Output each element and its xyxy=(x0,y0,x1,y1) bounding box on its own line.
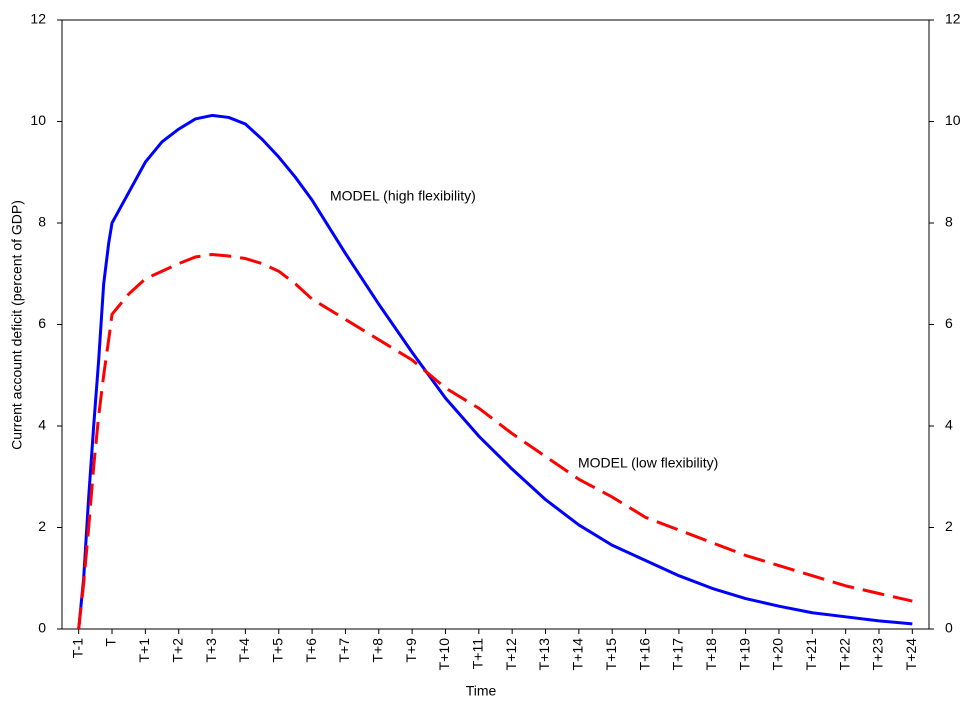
x-tick-label: T+16 xyxy=(636,638,652,671)
y2-tick-label: 4 xyxy=(945,417,953,433)
annotation: MODEL (high flexibility) xyxy=(330,188,476,204)
x-tick-label: T+20 xyxy=(770,638,786,671)
x-tick-label: T+3 xyxy=(203,638,219,663)
x-tick-label: T+17 xyxy=(670,638,686,671)
x-tick-label: T+18 xyxy=(703,638,719,671)
x-tick-label: T+23 xyxy=(870,638,886,671)
x-tick-label: T+10 xyxy=(436,638,452,671)
x-tick-label: T-1 xyxy=(69,638,85,658)
x-tick-label: T+9 xyxy=(403,638,419,663)
x-axis-title: Time xyxy=(466,683,497,699)
y-tick-label: 4 xyxy=(38,417,46,433)
x-tick-label: T+4 xyxy=(236,638,252,663)
y-tick-label: 8 xyxy=(38,214,46,230)
y2-tick-label: 6 xyxy=(945,315,953,331)
y-tick-label: 0 xyxy=(38,620,46,636)
x-tick-label: T xyxy=(103,638,119,647)
x-tick-label: T+8 xyxy=(369,638,385,663)
y-tick-label: 12 xyxy=(30,11,46,27)
y-tick-label: 10 xyxy=(30,112,46,128)
y-tick-label: 2 xyxy=(38,518,46,534)
x-tick-label: T+11 xyxy=(470,638,486,669)
x-tick-label: T+12 xyxy=(503,638,519,671)
y2-tick-label: 12 xyxy=(945,11,961,27)
y2-tick-label: 10 xyxy=(945,112,961,128)
x-tick-label: T+7 xyxy=(336,638,352,663)
y2-tick-label: 0 xyxy=(945,620,953,636)
y2-tick-label: 8 xyxy=(945,214,953,230)
x-tick-label: T+21 xyxy=(803,638,819,671)
x-tick-label: T+19 xyxy=(736,638,752,671)
x-tick-label: T+15 xyxy=(603,638,619,671)
y2-tick-label: 2 xyxy=(945,518,953,534)
x-tick-label: T+6 xyxy=(303,638,319,663)
plot-frame xyxy=(61,19,930,630)
x-tick-label: T+13 xyxy=(536,638,552,671)
y-axis-title: Current account deficit (percent of GDP) xyxy=(9,200,25,450)
line-series xyxy=(77,252,913,630)
x-tick-label: T+24 xyxy=(903,638,919,671)
annotation: MODEL (low flexibility) xyxy=(578,455,718,471)
x-tick-label: T+22 xyxy=(836,638,852,671)
x-tick-label: T+5 xyxy=(269,638,285,663)
line-series xyxy=(77,113,913,630)
y-tick-label: 6 xyxy=(38,315,46,331)
x-tick-label: T+1 xyxy=(136,638,152,663)
x-tick-label: T+14 xyxy=(570,638,586,671)
x-tick-label: T+2 xyxy=(169,638,185,663)
